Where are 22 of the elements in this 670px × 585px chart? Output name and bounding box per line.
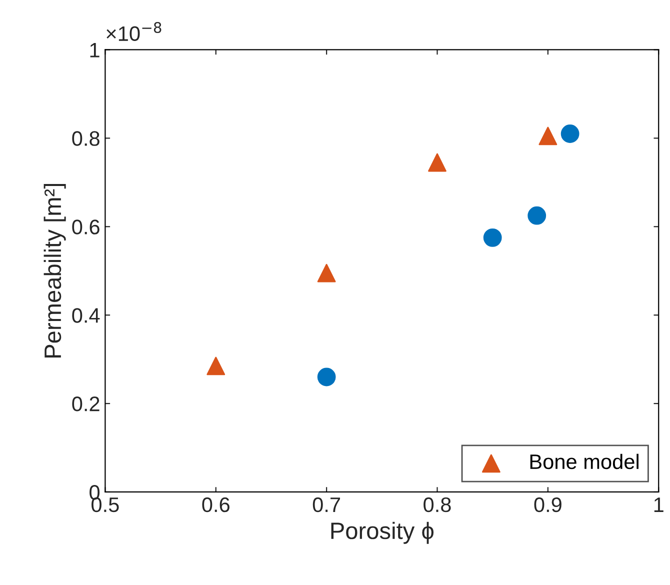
point xyxy=(538,126,558,146)
point xyxy=(206,356,226,376)
point xyxy=(317,264,336,282)
x-axis-title: Porosity ϕ xyxy=(331,522,434,544)
x-tick-label: 0.8 xyxy=(424,497,451,512)
x-tick-label: 0.7 xyxy=(312,497,340,512)
x-tick-label: 0.9 xyxy=(534,497,562,512)
y-tick-label: 0.6 xyxy=(72,220,100,234)
point xyxy=(528,206,546,225)
x-tick-label: 1 xyxy=(654,498,664,512)
text: ×10$^{−8}$ xyxy=(106,22,162,42)
y-tick-label: 0.2 xyxy=(72,396,100,412)
point xyxy=(483,228,502,247)
point xyxy=(560,124,580,143)
y-tick-label: 0.8 xyxy=(72,131,100,146)
y-tick-label: 1 xyxy=(90,42,100,58)
point xyxy=(428,153,446,172)
legend-label: Bone model xyxy=(530,454,638,470)
x-tick-label: 0.6 xyxy=(202,497,230,512)
y-tick-label: 0.4 xyxy=(72,308,100,323)
point xyxy=(317,368,336,386)
y-axis-title: Permeability [m²] xyxy=(44,184,66,358)
